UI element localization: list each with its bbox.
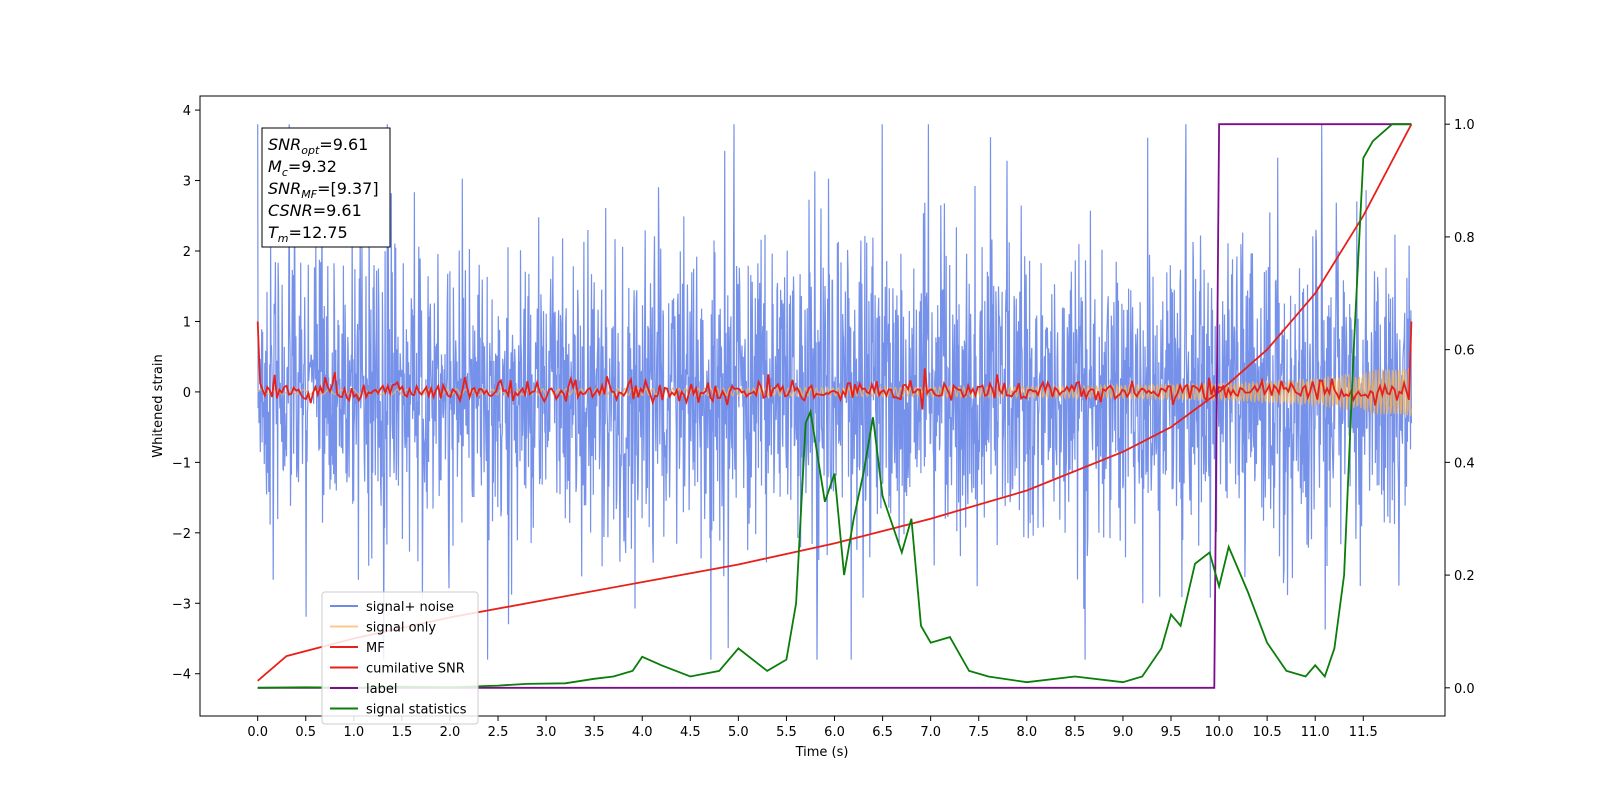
x-tick-label: 0.5 — [295, 725, 316, 740]
y-tick-label: 2 — [183, 245, 191, 260]
annotation-line: CSNR=9.61 — [268, 201, 362, 220]
x-tick-label: 1.0 — [343, 725, 364, 740]
annotation-frame — [261, 127, 391, 248]
y-axis-left: 4 3 2 1 0 −1 −2 −3 −4 — [172, 104, 200, 683]
x-tick-label: 2.0 — [440, 725, 461, 740]
x-tick-label: 8.0 — [1016, 725, 1037, 740]
y2-tick-label: 0.0 — [1454, 682, 1475, 697]
x-tick-label: 5.5 — [776, 725, 797, 740]
y-tick-label: −4 — [172, 668, 191, 683]
y2-tick-label: 0.6 — [1454, 344, 1475, 359]
y-tick-label: −1 — [172, 456, 191, 471]
x-axis: 0.0 0.5 1.0 1.5 2.0 2.5 3.0 3.5 4.0 4.5 5.0 5.5 6.0 6… — [247, 716, 1378, 740]
plot-frame — [199, 95, 1446, 717]
y-tick-label: −2 — [172, 527, 191, 542]
series-signal-statistics — [257, 123, 1412, 689]
x-tick-label: 9.0 — [1113, 725, 1134, 740]
legend-entry: MF — [366, 641, 385, 656]
annotation-line: SNRopt=9.61 — [268, 135, 368, 157]
x-tick-label: 6.0 — [824, 725, 845, 740]
legend-entry: signal only — [366, 621, 436, 636]
x-tick-label: 11.5 — [1349, 725, 1378, 740]
y2-tick-label: 0.2 — [1454, 569, 1475, 584]
x-tick-label: 2.5 — [488, 725, 509, 740]
y2-tick-label: 1.0 — [1454, 118, 1475, 133]
y-tick-label: 4 — [183, 104, 191, 119]
legend-entry: cumilative SNR — [366, 662, 465, 677]
y-tick-label: 3 — [183, 175, 191, 190]
x-tick-label: 0.0 — [247, 725, 268, 740]
x-tick-label: 3.5 — [584, 725, 605, 740]
annotation-line: Tm=12.75 — [268, 223, 348, 245]
annotation-line: SNRMF=[9.37] — [268, 179, 379, 201]
y-axis-label: Whitened strain — [151, 354, 166, 457]
legend-entry: signal+ noise — [366, 600, 454, 615]
x-tick-label: 4.5 — [680, 725, 701, 740]
series-signal-only — [257, 368, 1412, 417]
legend-entry: label — [366, 682, 397, 697]
x-tick-label: 1.5 — [392, 725, 413, 740]
series-label — [257, 123, 1412, 689]
y2-tick-label: 0.8 — [1454, 231, 1475, 246]
x-tick-label: 3.0 — [536, 725, 557, 740]
legend: signal+ noise signal only MF cumilative SNR… — [321, 591, 479, 725]
y2-tick-label: 0.4 — [1454, 456, 1475, 471]
y-tick-label: 1 — [183, 315, 191, 330]
x-tick-label: 9.5 — [1161, 725, 1182, 740]
x-tick-label: 10.0 — [1205, 725, 1234, 740]
series-signal-noise — [257, 124, 1412, 660]
legend-frame — [321, 591, 479, 725]
series-mf — [256, 321, 1413, 410]
x-axis-label: Time (s) — [795, 745, 849, 760]
x-tick-label: 8.5 — [1065, 725, 1086, 740]
x-tick-label: 5.0 — [728, 725, 749, 740]
x-tick-label: 4.0 — [632, 725, 653, 740]
x-tick-label: 7.5 — [968, 725, 989, 740]
x-tick-label: 7.0 — [920, 725, 941, 740]
y-axis-right: 1.0 0.8 0.6 0.4 0.2 0.0 — [1445, 118, 1475, 697]
x-tick-label: 10.5 — [1253, 725, 1282, 740]
y-tick-label: 0 — [183, 386, 191, 401]
x-tick-label: 11.0 — [1301, 725, 1330, 740]
legend-entry: signal statistics — [366, 703, 467, 718]
annotation-line: Mc=9.32 — [268, 157, 337, 179]
y-tick-label: −3 — [172, 597, 191, 612]
x-tick-label: 6.5 — [872, 725, 893, 740]
